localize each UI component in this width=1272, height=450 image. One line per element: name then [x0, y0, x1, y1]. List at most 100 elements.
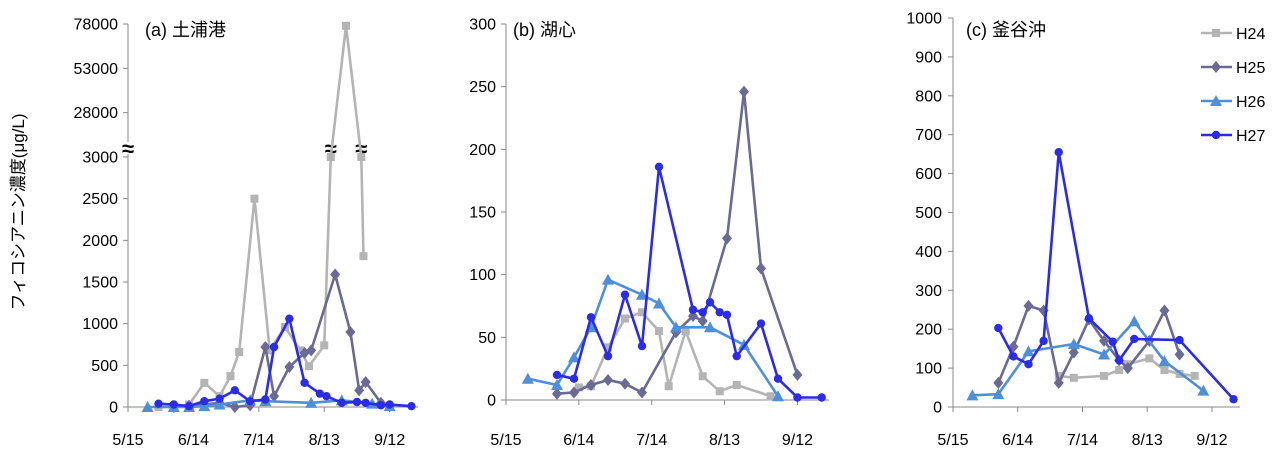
- legend: H24 H25 H26 H27: [1201, 26, 1265, 145]
- y-tick-label: 400: [915, 244, 942, 261]
- axis-break-symbol: ≈: [122, 136, 134, 161]
- chart-panel-1: 0 500 1000 1500 2000 2500 3000 28000 53000 78000 5…: [74, 17, 418, 449]
- data-point: [698, 308, 707, 317]
- data-point: [320, 341, 329, 350]
- data-point: [215, 394, 224, 403]
- y-tick-label: 100: [469, 267, 496, 284]
- data-point: [603, 351, 613, 361]
- data-point: [1009, 352, 1018, 361]
- data-point: [620, 290, 630, 299]
- data-point: [1158, 355, 1171, 367]
- data-point: [552, 387, 562, 400]
- legend-label: H26: [1236, 94, 1265, 111]
- x-tick-label: 6/14: [1002, 432, 1033, 449]
- data-point: [704, 321, 716, 333]
- data-point: [1122, 362, 1133, 375]
- y-tick-label: 2000: [82, 233, 118, 250]
- y-tick-label: 53000: [74, 61, 119, 78]
- data-point: [354, 384, 365, 397]
- chart-title: (a) 土浦港: [145, 20, 226, 40]
- data-point: [568, 351, 580, 363]
- data-point: [296, 346, 305, 355]
- series-line: [972, 320, 1205, 397]
- data-point: [793, 393, 802, 402]
- x-tick-label: 7/14: [636, 432, 667, 449]
- legend-label: H27: [1236, 128, 1265, 145]
- data-point: [551, 378, 563, 390]
- chart-title: (c) 釜谷沖: [966, 20, 1046, 40]
- data-point: [664, 382, 673, 391]
- data-point: [715, 387, 724, 396]
- data-point: [697, 315, 708, 328]
- data-point: [1069, 373, 1078, 382]
- y-tick-label: 600: [915, 166, 942, 183]
- data-point: [230, 386, 240, 395]
- y-tick-label: 2500: [82, 191, 118, 208]
- y-tick-label: 1000: [906, 11, 942, 28]
- data-point: [766, 392, 775, 401]
- data-point: [1100, 371, 1109, 380]
- data-point: [653, 297, 665, 309]
- data-point: [269, 342, 279, 352]
- data-point: [992, 388, 1005, 400]
- data-point: [1159, 304, 1170, 317]
- y-tick-label: 700: [915, 127, 942, 144]
- data-point: [638, 308, 646, 317]
- data-point: [715, 308, 724, 317]
- y-tick-label: 28000: [74, 105, 119, 122]
- data-point: [1098, 348, 1111, 360]
- data-point: [306, 344, 317, 357]
- data-point: [226, 372, 235, 381]
- series-h27: [154, 314, 416, 411]
- data-point: [739, 85, 749, 98]
- y-tick-label: 150: [469, 205, 496, 222]
- data-point: [722, 232, 732, 245]
- series-line: [527, 278, 780, 397]
- data-point: [360, 376, 371, 388]
- data-point: [732, 380, 741, 389]
- data-point: [1145, 354, 1154, 363]
- data-point: [722, 310, 732, 319]
- series-h25: [552, 85, 803, 400]
- data-point: [407, 401, 416, 411]
- legend-marker: [1210, 95, 1222, 106]
- data-point: [1175, 335, 1184, 345]
- y-tick-label: 500: [915, 205, 942, 222]
- data-point: [1128, 315, 1141, 327]
- data-point: [269, 390, 280, 403]
- data-point: [1174, 348, 1185, 361]
- y-tick-label: 50: [478, 330, 496, 347]
- data-point: [169, 400, 178, 409]
- y-tick-label: 900: [915, 49, 942, 66]
- y-tick-label: 1500: [82, 275, 118, 292]
- x-tick-label: 7/14: [1067, 432, 1098, 449]
- data-point: [285, 314, 294, 323]
- data-point: [1197, 384, 1210, 396]
- data-point: [586, 378, 596, 391]
- data-point: [586, 313, 596, 322]
- y-tick-label: 100: [915, 361, 942, 378]
- data-point: [304, 362, 313, 371]
- data-point: [1023, 299, 1034, 312]
- data-point: [235, 348, 244, 356]
- data-point: [574, 383, 583, 392]
- data-point: [655, 327, 663, 336]
- data-point: [141, 401, 154, 412]
- data-point: [521, 372, 534, 384]
- y-tick-label: 300: [469, 17, 496, 34]
- y-tick-label: 300: [915, 283, 942, 300]
- series-h24: [154, 21, 368, 411]
- data-point: [322, 391, 331, 401]
- data-point: [300, 378, 309, 388]
- x-tick-label: 8/13: [709, 432, 740, 449]
- data-point: [342, 21, 351, 30]
- data-point: [756, 319, 766, 328]
- data-point: [337, 398, 346, 408]
- series-h25: [168, 268, 395, 413]
- data-point: [705, 298, 715, 307]
- data-point: [773, 374, 783, 383]
- data-point: [1039, 336, 1048, 346]
- data-point: [305, 396, 318, 408]
- y-tick-label: 0: [487, 393, 496, 410]
